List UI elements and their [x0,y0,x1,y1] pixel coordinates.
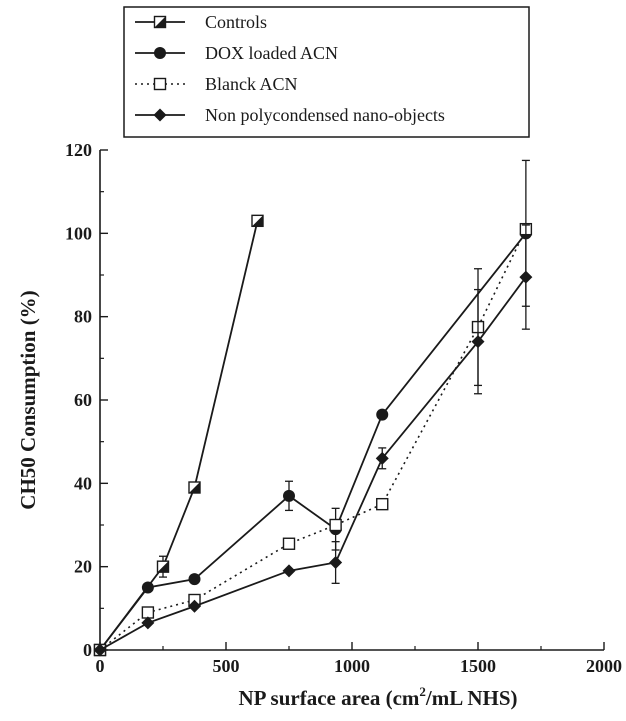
legend-label: Non polycondensed nano-objects [205,105,445,125]
data-point [188,481,201,494]
legend-item: Non polycondensed nano-objects [135,105,445,125]
y-tick-label: 60 [74,390,92,410]
data-point [376,497,389,511]
legend-item: DOX loaded ACN [135,43,338,63]
data-point [376,408,389,421]
x-tick-label: 0 [96,656,105,676]
legend-marker [153,77,167,91]
legend-box [123,6,530,138]
legend-item: Blanck ACN [135,74,298,94]
legend-marker [154,47,166,59]
data-point [156,560,170,573]
plot-area [93,159,533,657]
x-tick-label: 500 [213,656,240,676]
data-point [329,518,342,532]
legend-label: Controls [205,12,267,32]
data-point [188,599,201,613]
series-line [99,276,527,651]
data-point [282,537,296,550]
data-point [141,581,154,594]
data-point [251,214,264,228]
x-tick-label: 2000 [586,656,622,676]
y-tick-label: 0 [83,640,92,660]
x-axis-label: NP surface area (cm2/mL NHS) [238,684,517,710]
series-3 [93,224,533,657]
legend-marker [153,15,167,29]
x-tick-label: 1500 [460,656,496,676]
series-2 [93,222,533,657]
legend-label: DOX loaded ACN [205,43,338,63]
data-point [471,335,485,349]
y-tick-label: 80 [74,307,92,327]
legend-marker [153,108,167,122]
legend: Controls DOX loaded ACN Blanck ACN Non poly… [123,6,530,138]
data-point [329,556,343,569]
axes: 0 500 1000 1500 2000 0 20 40 60 80 100 120 [65,140,622,676]
data-point [282,564,296,578]
y-tick-label: 40 [74,473,92,493]
series-line [99,228,527,651]
data-point [141,616,155,630]
x-tick-label: 1000 [334,656,370,676]
y-tick-label: 20 [74,557,92,577]
y-axis-label: CH50 Consumption (%) [16,290,40,509]
data-point [188,573,201,586]
y-tick-label: 120 [65,140,92,160]
legend-item: Controls [135,12,267,32]
series-line [99,232,527,651]
data-point [519,270,533,284]
series-line [99,220,259,651]
legend-label: Blanck ACN [205,74,298,94]
data-point [93,643,107,657]
data-point [283,489,295,502]
data-point [375,451,389,465]
series-1 [94,159,532,656]
data-point [141,606,155,619]
y-tick-label: 100 [65,223,92,243]
